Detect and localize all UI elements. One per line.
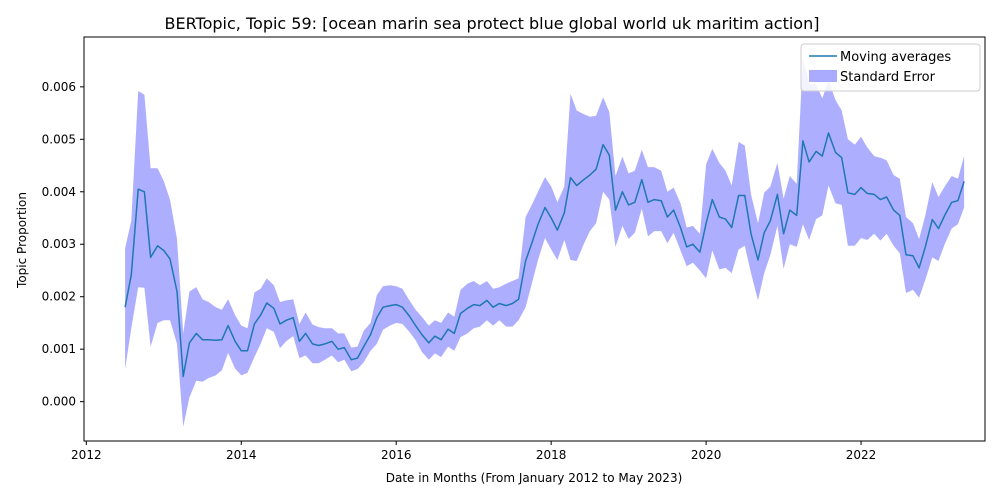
- legend-label-moving-averages: Moving averages: [840, 50, 951, 65]
- legend: Moving averages Standard Error: [800, 43, 981, 92]
- y-tick-label: 0.006: [42, 80, 76, 94]
- standard-error-band-layer: [125, 58, 965, 427]
- x-tick-label: 2016: [381, 448, 412, 462]
- x-axis-title: Date in Months (From January 2012 to May…: [386, 471, 683, 485]
- x-tick-label: 2014: [226, 448, 257, 462]
- x-axis-ticks: 2012 2014 2016 2018 2020 2022: [71, 441, 876, 462]
- legend-label-standard-error: Standard Error: [840, 70, 936, 85]
- y-tick-label: 0.003: [42, 237, 76, 251]
- x-tick-label: 2018: [536, 448, 567, 462]
- y-tick-label: 0.001: [42, 342, 76, 356]
- moving-average-line: [124, 132, 965, 378]
- y-tick-label: 0.004: [42, 185, 76, 199]
- y-tick-label: 0.005: [42, 132, 76, 146]
- x-tick-label: 2012: [71, 448, 102, 462]
- x-tick-label: 2022: [846, 448, 877, 462]
- chart-title: BERTopic, Topic 59: [ocean marin sea pro…: [165, 14, 820, 33]
- y-axis-title: Topic Proportion: [15, 192, 29, 289]
- y-tick-label: 0.002: [42, 290, 76, 304]
- legend-box: [800, 43, 981, 92]
- legend-band-swatch: [809, 70, 837, 82]
- plot-frame: [83, 36, 986, 442]
- x-tick-label: 2020: [691, 448, 722, 462]
- y-tick-label: 0.000: [42, 395, 76, 409]
- standard-error-band: [125, 58, 965, 427]
- y-axis-ticks: 0.000 0.001 0.002 0.003 0.004 0.005 0.006: [42, 80, 84, 409]
- moving-average-line-layer: [124, 132, 965, 378]
